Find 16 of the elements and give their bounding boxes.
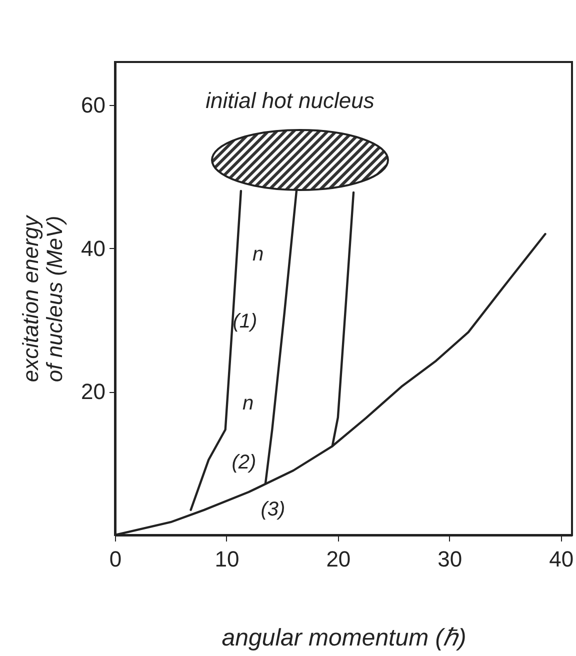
- x-tick-label: 40: [549, 546, 574, 572]
- y-tick-label: 40: [81, 236, 106, 261]
- annotation: (3): [260, 498, 286, 522]
- annotation: n: [252, 244, 264, 266]
- y-tick-label: 20: [81, 379, 106, 404]
- annotation: initial hot nucleus: [206, 88, 374, 114]
- x-tick-label: 20: [326, 546, 351, 572]
- y-tick-label: 60: [81, 92, 106, 118]
- annotation: (2): [232, 452, 256, 474]
- y-axis-title: excitation energy of nucleus (MeV): [18, 214, 68, 382]
- annotation: (1): [232, 310, 258, 334]
- x-tick-label: 30: [438, 546, 462, 572]
- x-tick-label: 0: [109, 546, 122, 572]
- annotation: n: [242, 392, 254, 416]
- x-axis-title: angular momentum (ℏ): [222, 624, 466, 652]
- x-tick-label: 10: [214, 546, 240, 572]
